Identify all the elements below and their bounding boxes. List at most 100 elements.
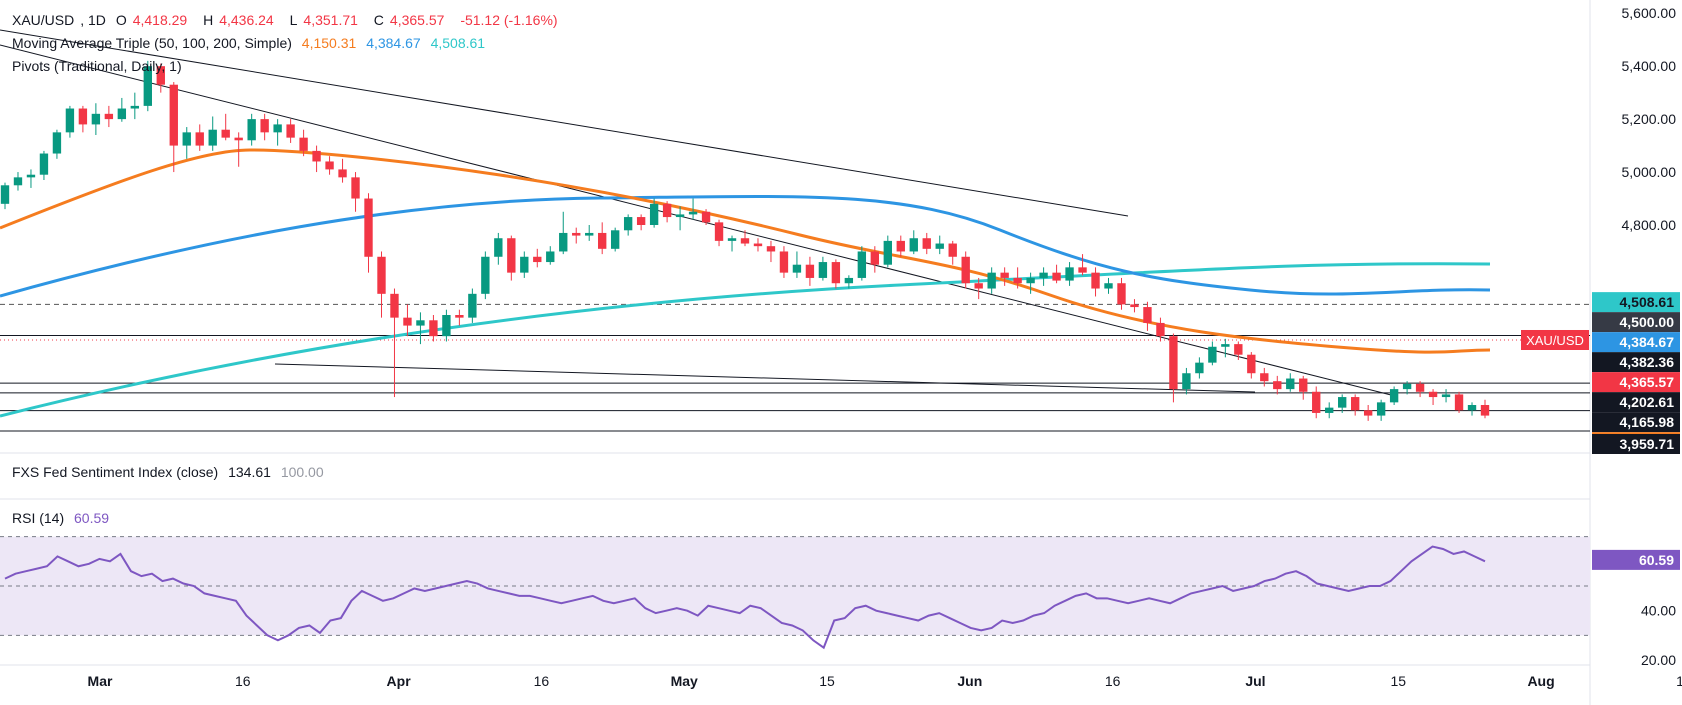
candle: [883, 235, 892, 268]
candle: [351, 172, 360, 212]
rsi-tick-label: 20.00: [1641, 652, 1676, 668]
candle: [610, 227, 620, 252]
candle-body: [286, 124, 295, 138]
time-tick-label: Jun: [957, 673, 982, 689]
candle: [1026, 272, 1035, 294]
candle: [1000, 267, 1009, 286]
time-tick-label: Mar: [88, 673, 113, 689]
candle-body: [364, 198, 373, 257]
candle: [572, 227, 581, 244]
candle-body: [598, 232, 607, 249]
candle-body: [338, 169, 347, 178]
candle: [260, 113, 269, 141]
price-legend: XAU/USD, 1D O 4,418.29 H 4,436.24 L 4,351.7…: [12, 12, 558, 28]
candle: [1363, 405, 1373, 421]
candle: [1039, 267, 1048, 286]
candle: [935, 235, 944, 255]
candle-body: [1325, 407, 1334, 413]
price-tick-label: 5,000.00: [1622, 164, 1677, 180]
candle: [455, 309, 464, 326]
price-label-bg: [1592, 372, 1680, 393]
candle: [195, 124, 204, 151]
candle-body: [377, 256, 386, 294]
candle: [727, 235, 737, 252]
candle-body: [1169, 336, 1178, 390]
candle: [78, 105, 88, 133]
candle-body: [52, 132, 62, 154]
candle-body: [1260, 373, 1269, 382]
candle: [1454, 391, 1464, 413]
candle: [1338, 394, 1347, 413]
candle: [961, 251, 970, 289]
low-prefix: L: [289, 12, 298, 28]
candle-body: [195, 132, 204, 146]
candle: [1078, 254, 1087, 276]
candle: [312, 145, 321, 173]
ma200-line: [0, 262, 1491, 418]
candle-body: [662, 203, 672, 218]
candle: [130, 92, 140, 120]
candle: [753, 238, 763, 252]
candle: [662, 201, 672, 223]
candle-body: [156, 66, 165, 85]
candle: [1065, 262, 1074, 286]
candle-body: [1078, 267, 1087, 273]
price-label-bg: [1592, 412, 1680, 433]
open-value: 4,418.29: [132, 12, 188, 28]
candle: [1234, 341, 1243, 360]
candle-body: [260, 119, 269, 133]
ma100-line: [0, 194, 1491, 298]
candle-body: [468, 293, 477, 318]
candle-body: [91, 113, 101, 125]
rsi-line: [4, 545, 1486, 650]
candle-body: [1117, 283, 1126, 305]
candle: [1299, 375, 1308, 400]
candle: [1350, 394, 1360, 416]
candle-body: [1454, 394, 1464, 411]
candle-body: [1143, 307, 1152, 323]
trendline: [0, 29, 1129, 217]
candle: [0, 182, 10, 210]
candle-body: [312, 150, 321, 162]
price-tick-label: 5,400.00: [1622, 58, 1677, 74]
time-tick-label: 16: [534, 673, 550, 689]
candle-body: [65, 108, 75, 133]
candle: [247, 113, 256, 146]
price-tick-label: 4,800.00: [1622, 217, 1677, 233]
candle: [1143, 301, 1152, 331]
candle-body: [481, 256, 490, 294]
candle-body: [26, 174, 36, 178]
candle: [364, 193, 373, 273]
candle: [1415, 381, 1425, 398]
candle: [286, 119, 295, 143]
candle-body: [1195, 362, 1204, 374]
candle-body: [1039, 272, 1048, 278]
candle-body: [1026, 277, 1035, 284]
candle-body: [1234, 344, 1243, 355]
candle: [831, 259, 841, 289]
candle-body: [1130, 304, 1139, 308]
candle-body: [572, 232, 581, 236]
candle-body: [1013, 277, 1022, 284]
candle-body: [896, 240, 905, 252]
price-label: 4,508.61: [1620, 294, 1675, 310]
candle: [1117, 277, 1126, 310]
candle-body: [805, 264, 815, 278]
candle: [156, 63, 165, 93]
candle-body: [922, 238, 931, 249]
candle-body: [1221, 344, 1230, 347]
candle: [169, 82, 178, 173]
candle-body: [883, 240, 892, 265]
candle: [1312, 386, 1321, 419]
price-label-bg: [1592, 392, 1680, 413]
candle-body: [1247, 354, 1256, 374]
candle-body: [221, 129, 230, 138]
candle: [91, 103, 101, 135]
candle: [1260, 367, 1269, 387]
ma-label: Moving Average Triple (50, 100, 200, Sim…: [12, 35, 292, 51]
candle-body: [1065, 267, 1074, 281]
candle: [844, 275, 854, 289]
symbol-tag: XAU/USD: [1526, 333, 1584, 348]
candle-body: [1415, 383, 1425, 392]
candle: [273, 119, 282, 146]
